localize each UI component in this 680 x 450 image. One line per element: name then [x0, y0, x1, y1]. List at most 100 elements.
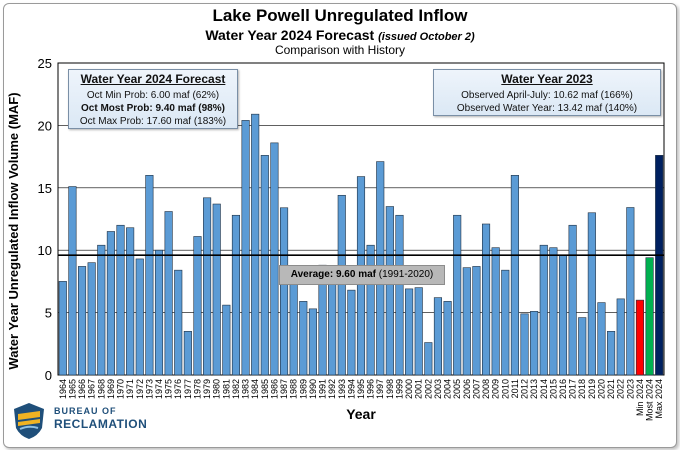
x-tick-label: 1981 — [221, 379, 231, 399]
bar-1973 — [145, 175, 154, 376]
bar-2010 — [501, 269, 510, 376]
logo-line1: BUREAU OF — [54, 406, 117, 416]
bar-1999 — [395, 214, 404, 376]
average-label: Average: 9.60 maf (1991-2020) — [279, 265, 445, 285]
x-tick-label: 1978 — [192, 379, 202, 399]
x-tick-label: 1976 — [173, 379, 183, 399]
bar-2022 — [616, 298, 625, 376]
bar-1964 — [58, 281, 67, 376]
bar-1993 — [337, 194, 346, 376]
bar-2008 — [481, 223, 491, 376]
bar-1970 — [116, 224, 125, 376]
x-tick-label: 2017 — [568, 379, 578, 399]
x-tick-label: 2005 — [452, 379, 462, 399]
bar-1984 — [251, 113, 260, 376]
x-tick-label: 2015 — [548, 379, 558, 399]
bar-2015 — [549, 247, 558, 376]
x-tick-label: 1979 — [202, 379, 212, 399]
wy2023-box-heading: Water Year 2023 — [501, 72, 593, 86]
bar-1979 — [203, 197, 212, 376]
x-tick-label: 1973 — [144, 379, 154, 399]
x-tick-label: 1969 — [106, 379, 116, 399]
chart-subtitle2: Comparison with History — [274, 43, 406, 57]
x-tick-label: 2001 — [414, 379, 424, 399]
y-tick-label: 0 — [45, 368, 52, 383]
y-tick-label: 5 — [45, 306, 52, 321]
x-tick-label: 2014 — [539, 379, 549, 399]
wy2023-aprjul-line: Observed April-July: 10.62 maf (166%) — [461, 90, 633, 101]
bar-2002 — [424, 342, 433, 376]
x-tick-label: 1999 — [394, 379, 404, 399]
bar-1989 — [299, 301, 308, 376]
x-tick-label: 2011 — [510, 379, 520, 398]
chart-subtitle: Water Year 2024 Forecast (issued October… — [0, 27, 680, 43]
bar-1981 — [222, 304, 231, 376]
bar-2017 — [568, 224, 577, 376]
x-tick-label: 1965 — [67, 379, 77, 399]
x-tick-label: 1991 — [318, 379, 328, 399]
x-tick-label: 2008 — [481, 379, 491, 399]
bar-1987 — [279, 207, 289, 376]
bar-1998 — [385, 206, 394, 376]
bar-2018 — [578, 317, 587, 376]
x-tick-label: 1974 — [154, 379, 164, 399]
forecast-min-line: Oct Min Prob: 6.00 maf (62%) — [86, 90, 220, 101]
x-tick-label: 1993 — [337, 379, 347, 399]
y-tick-label: 10 — [38, 243, 52, 258]
bar-2011 — [510, 175, 519, 376]
forecast-max-line: Oct Max Prob: 17.60 maf (183%) — [79, 116, 227, 127]
x-tick-label: 1971 — [125, 379, 135, 399]
subtitle-text: Water Year 2024 Forecast — [205, 27, 375, 43]
x-tick-label: 2002 — [423, 379, 433, 399]
bar-2000 — [405, 288, 414, 376]
bar-1982 — [231, 214, 241, 376]
average-value: Average: 9.60 maf — [290, 269, 376, 280]
x-tick-label: 2004 — [443, 379, 453, 399]
wy2023-wateryear-line: Observed Water Year: 13.42 maf (140%) — [456, 103, 638, 114]
bar-1965 — [68, 186, 77, 376]
subtitle-note: (issued October 2) — [378, 31, 475, 43]
bar-most-2024 — [645, 257, 654, 376]
x-tick-label: 1986 — [269, 379, 279, 399]
x-tick-label: 1988 — [289, 379, 299, 399]
y-tick-label: 15 — [38, 181, 52, 196]
bar-2009 — [491, 247, 500, 376]
x-tick-label: 2023 — [625, 379, 635, 399]
x-tick-label: 1998 — [385, 379, 395, 399]
x-tick-label: 1977 — [183, 379, 193, 399]
bar-2001 — [414, 287, 423, 376]
x-tick-label: 2010 — [500, 379, 510, 399]
x-tick-label: 1980 — [212, 379, 222, 399]
bar-1980 — [212, 203, 221, 376]
bar-1990 — [308, 308, 317, 376]
x-tick-label: 1975 — [164, 379, 174, 399]
x-tick-label: 1990 — [308, 379, 318, 399]
x-tick-label: 1996 — [366, 379, 376, 399]
bar-1966 — [77, 266, 87, 376]
chart-title: Lake Powell Unregulated Inflow — [212, 6, 468, 25]
x-tick-label: 1970 — [116, 379, 126, 399]
bar-1985 — [260, 155, 269, 376]
logo-line2: RECLAMATION — [54, 417, 148, 431]
x-tick-label: 1967 — [87, 379, 97, 399]
bar-1988 — [289, 283, 298, 376]
bar-1967 — [87, 262, 96, 376]
x-tick-label: 2003 — [433, 379, 443, 399]
bar-min-2024 — [635, 299, 645, 376]
average-range: (1991-2020) — [378, 269, 434, 280]
y-tick-label: 20 — [38, 118, 52, 133]
x-tick-label: 1983 — [241, 379, 251, 399]
bar-2005 — [453, 214, 462, 376]
bar-2012 — [520, 313, 529, 376]
x-tick-label: 2018 — [577, 379, 587, 399]
bar-max-2024 — [655, 155, 664, 376]
x-tick-label: 2007 — [471, 379, 481, 399]
bar-1978 — [193, 236, 202, 376]
bar-1994 — [347, 289, 356, 376]
bar-1977 — [183, 331, 192, 376]
x-tick-label: 2013 — [529, 379, 539, 399]
bar-1996 — [366, 244, 375, 376]
x-tick-label: 2020 — [596, 379, 606, 399]
bar-2020 — [597, 302, 606, 376]
